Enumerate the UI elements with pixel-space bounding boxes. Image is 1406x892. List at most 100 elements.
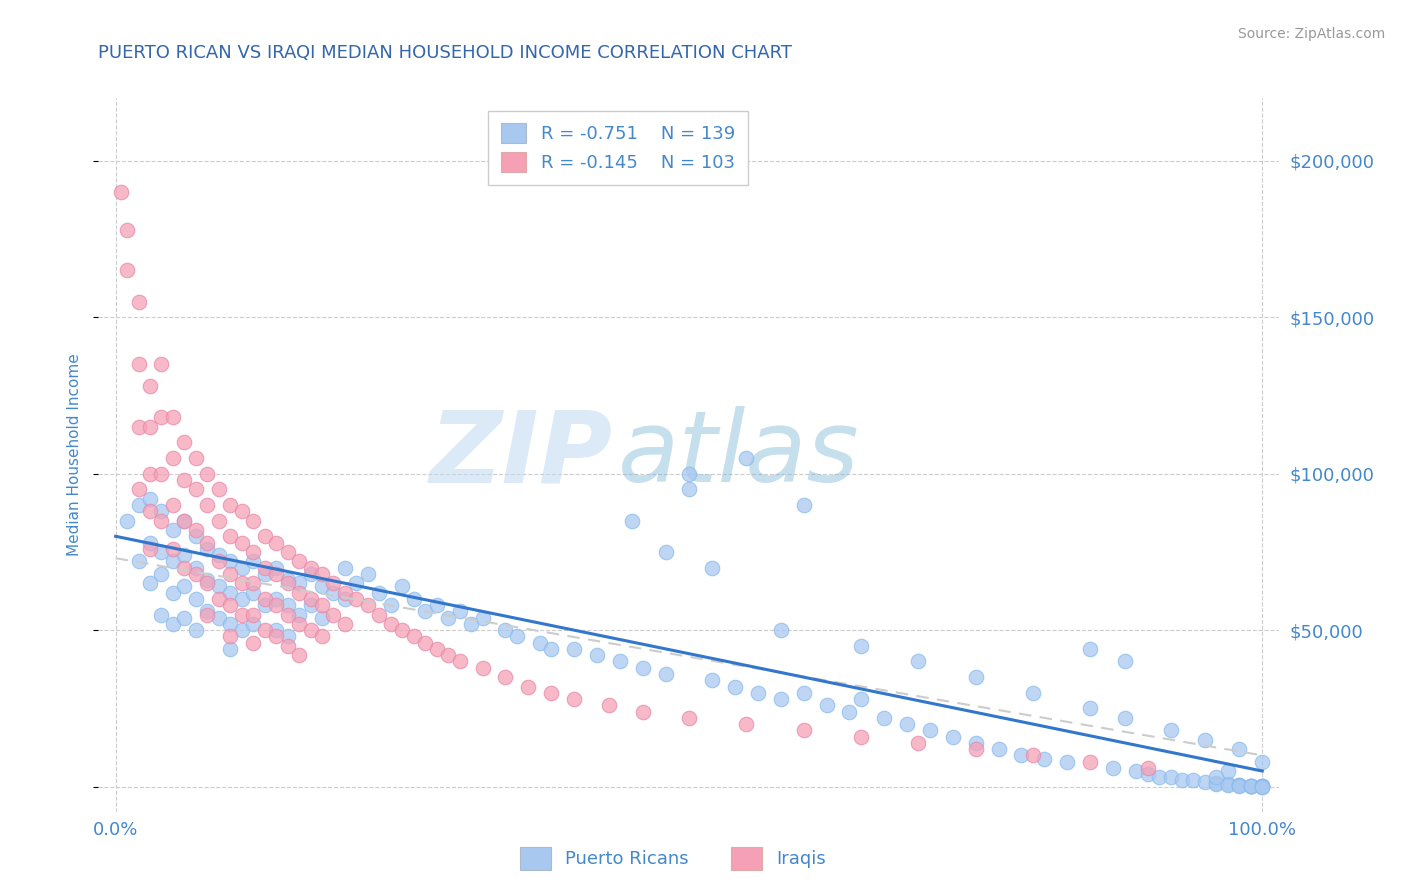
- Point: [1251, 780, 1274, 794]
- Point: [426, 598, 449, 612]
- Point: [942, 730, 965, 744]
- Point: [173, 579, 195, 593]
- Point: [506, 630, 529, 644]
- Point: [1251, 780, 1274, 794]
- Point: [128, 294, 150, 309]
- Point: [242, 607, 264, 622]
- Point: [1022, 686, 1045, 700]
- Point: [231, 504, 253, 518]
- Point: [1240, 779, 1263, 793]
- Point: [173, 473, 195, 487]
- Point: [299, 560, 322, 574]
- Point: [184, 560, 207, 574]
- Point: [849, 639, 872, 653]
- Point: [150, 467, 173, 481]
- Point: [162, 541, 184, 556]
- Point: [208, 554, 231, 568]
- Point: [277, 573, 299, 587]
- Point: [299, 591, 322, 606]
- Point: [242, 585, 264, 599]
- Point: [253, 623, 276, 637]
- Point: [253, 566, 276, 581]
- Point: [277, 607, 299, 622]
- Point: [344, 576, 367, 591]
- Point: [128, 357, 150, 371]
- Point: [139, 419, 162, 434]
- Point: [184, 523, 207, 537]
- Point: [231, 535, 253, 549]
- Point: [1114, 655, 1136, 669]
- Point: [793, 723, 815, 738]
- Point: [631, 661, 654, 675]
- Point: [1125, 764, 1147, 778]
- Point: [219, 585, 242, 599]
- Point: [299, 566, 322, 581]
- Point: [139, 491, 162, 506]
- Point: [562, 642, 585, 657]
- Point: [1160, 770, 1182, 784]
- Point: [380, 598, 402, 612]
- Point: [413, 604, 436, 618]
- Point: [184, 451, 207, 466]
- Text: Source: ZipAtlas.com: Source: ZipAtlas.com: [1237, 27, 1385, 41]
- Point: [128, 419, 150, 434]
- Point: [162, 585, 184, 599]
- Point: [700, 560, 723, 574]
- Point: [769, 623, 792, 637]
- Point: [208, 591, 231, 606]
- Point: [288, 648, 311, 663]
- Point: [620, 514, 643, 528]
- Point: [1136, 761, 1159, 775]
- Point: [1033, 751, 1056, 765]
- Point: [678, 483, 700, 497]
- Point: [747, 686, 769, 700]
- Point: [277, 576, 299, 591]
- Point: [380, 616, 402, 631]
- Point: [368, 585, 391, 599]
- Point: [495, 623, 517, 637]
- Point: [173, 610, 195, 624]
- Point: [586, 648, 609, 663]
- Point: [311, 610, 333, 624]
- Point: [655, 545, 678, 559]
- Point: [311, 630, 333, 644]
- Point: [231, 607, 253, 622]
- Point: [242, 576, 264, 591]
- Point: [631, 705, 654, 719]
- Point: [150, 545, 173, 559]
- Point: [838, 705, 860, 719]
- Point: [184, 483, 207, 497]
- Point: [208, 610, 231, 624]
- Point: [1240, 779, 1263, 793]
- Point: [1240, 780, 1263, 794]
- Point: [735, 717, 758, 731]
- Point: [1147, 770, 1170, 784]
- Point: [322, 585, 344, 599]
- Point: [437, 648, 460, 663]
- Point: [162, 523, 184, 537]
- Point: [162, 410, 184, 425]
- Point: [1056, 755, 1078, 769]
- Point: [311, 579, 333, 593]
- Point: [402, 630, 425, 644]
- Point: [115, 222, 138, 236]
- Point: [793, 686, 815, 700]
- Point: [277, 639, 299, 653]
- Point: [128, 498, 150, 512]
- Point: [162, 554, 184, 568]
- Point: [517, 680, 540, 694]
- Point: [128, 554, 150, 568]
- Point: [195, 535, 218, 549]
- Point: [1216, 764, 1239, 778]
- Point: [115, 514, 138, 528]
- Point: [1194, 775, 1216, 789]
- Point: [460, 616, 482, 631]
- Point: [1227, 778, 1250, 792]
- Point: [253, 560, 276, 574]
- Point: [299, 623, 322, 637]
- Point: [173, 514, 195, 528]
- Point: [219, 616, 242, 631]
- Point: [402, 591, 425, 606]
- Point: [849, 692, 872, 706]
- Point: [173, 560, 195, 574]
